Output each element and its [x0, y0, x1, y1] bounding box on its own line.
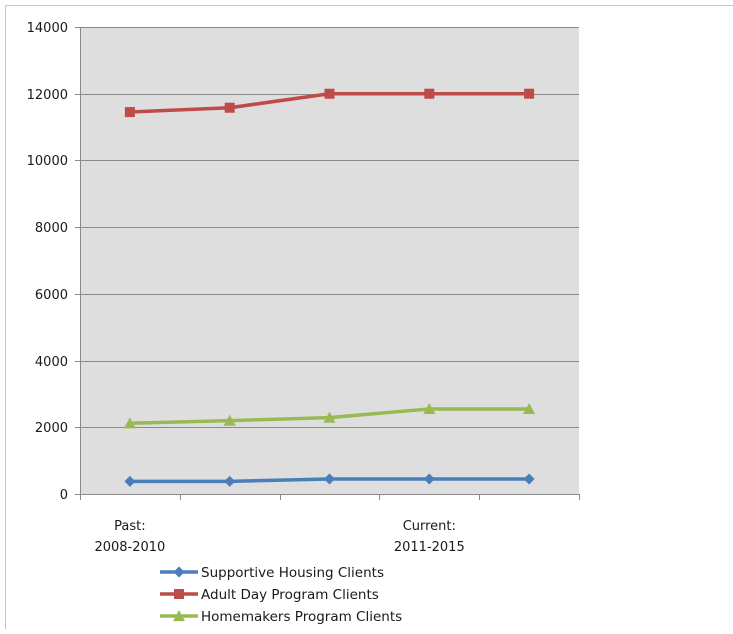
- data-point-supportive-housing-clients: [224, 475, 236, 487]
- y-tick-label: 4000: [35, 355, 68, 370]
- series-adult-day-program-clients: [124, 88, 535, 118]
- legend-label: Supportive Housing Clients: [201, 565, 384, 581]
- x-tick-label-line2: 2011-2015: [394, 540, 465, 555]
- data-point-homemakers-program-clients: [523, 402, 536, 415]
- legend-item-adult-day-program-clients: Adult Day Program Clients: [160, 587, 379, 603]
- data-point-supportive-housing-clients: [324, 473, 335, 485]
- x-tick-label-line1: Past:: [114, 519, 145, 534]
- y-tick-label: 8000: [35, 221, 68, 236]
- legend-label: Homemakers Program Clients: [201, 609, 402, 625]
- data-point-homemakers-program-clients: [323, 411, 336, 423]
- data-point-adult-day-program-clients: [124, 107, 135, 118]
- data-point-supportive-housing-clients: [124, 475, 136, 487]
- y-tick-labels: 0 2000 4000 6000 8000 10000 12000 14000: [27, 21, 68, 503]
- legend-marker: [173, 610, 185, 622]
- legend-item-homemakers-program-clients: Homemakers Program Clients: [160, 609, 402, 625]
- data-point-supportive-housing-clients: [523, 473, 535, 485]
- axes: [75, 27, 580, 500]
- data-point-adult-day-program-clients: [224, 102, 235, 113]
- data-point-homemakers-program-clients: [223, 414, 236, 426]
- series: [123, 88, 536, 487]
- data-point-adult-day-program-clients: [524, 88, 535, 99]
- x-tick-labels: Past: 2008-2010 Current: 2011-2015: [94, 519, 464, 555]
- y-tick-label: 12000: [27, 88, 68, 103]
- legend-label: Adult Day Program Clients: [201, 587, 379, 603]
- legend-marker: [173, 566, 185, 578]
- legend: Supportive Housing Clients Adult Day Prog…: [160, 565, 402, 625]
- legend-item-supportive-housing-clients: Supportive Housing Clients: [160, 565, 384, 581]
- gridlines: [80, 27, 579, 428]
- y-tick-label: 0: [60, 488, 68, 503]
- x-tick-label-line1: Current:: [403, 519, 456, 534]
- series-supportive-housing-clients: [124, 473, 535, 487]
- series-homemakers-program-clients: [123, 402, 536, 429]
- x-tick-label-line2: 2008-2010: [94, 540, 165, 555]
- data-point-supportive-housing-clients: [423, 473, 435, 485]
- data-point-adult-day-program-clients: [424, 88, 435, 99]
- y-tick-label: 10000: [27, 154, 68, 169]
- data-point-homemakers-program-clients: [123, 417, 136, 429]
- data-point-adult-day-program-clients: [324, 88, 335, 99]
- y-tick-label: 6000: [35, 288, 68, 303]
- data-point-homemakers-program-clients: [423, 402, 436, 415]
- legend-marker: [174, 589, 184, 599]
- y-tick-label: 2000: [35, 421, 68, 436]
- y-tick-label: 14000: [27, 21, 68, 36]
